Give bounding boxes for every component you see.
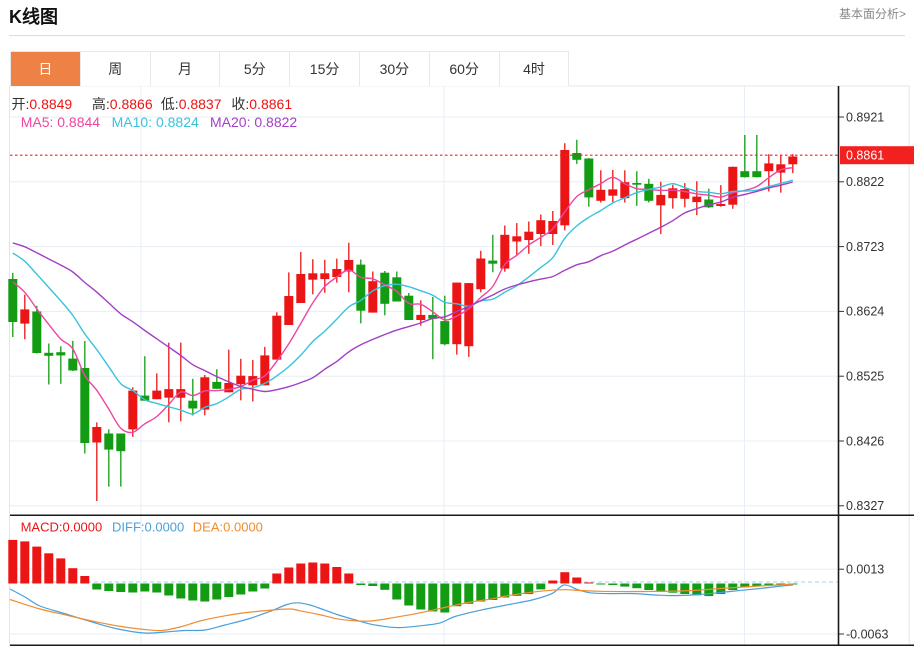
svg-text:DEA:0.0000: DEA:0.0000 [193, 520, 263, 535]
svg-text:0.8921: 0.8921 [846, 110, 884, 124]
svg-text:0.8822: 0.8822 [846, 175, 884, 189]
svg-text:0.8426: 0.8426 [846, 434, 884, 448]
svg-text:MACD:0.0000: MACD:0.0000 [21, 520, 103, 535]
svg-text:0.8624: 0.8624 [846, 305, 884, 319]
svg-text:0.8525: 0.8525 [846, 370, 884, 384]
svg-text:-0.0063: -0.0063 [846, 627, 888, 641]
svg-text:0.0013: 0.0013 [846, 563, 884, 577]
svg-text:DIFF:0.0000: DIFF:0.0000 [112, 520, 184, 535]
svg-text:0.8327: 0.8327 [846, 499, 884, 513]
svg-text:MA5: 0.8844: MA5: 0.8844 [21, 114, 101, 130]
svg-text:0.8723: 0.8723 [846, 240, 884, 254]
svg-text:MA10: 0.8824: MA10: 0.8824 [112, 114, 199, 130]
svg-text:0.8861: 0.8861 [846, 149, 884, 163]
svg-text:MA20: 0.8822: MA20: 0.8822 [210, 114, 297, 130]
